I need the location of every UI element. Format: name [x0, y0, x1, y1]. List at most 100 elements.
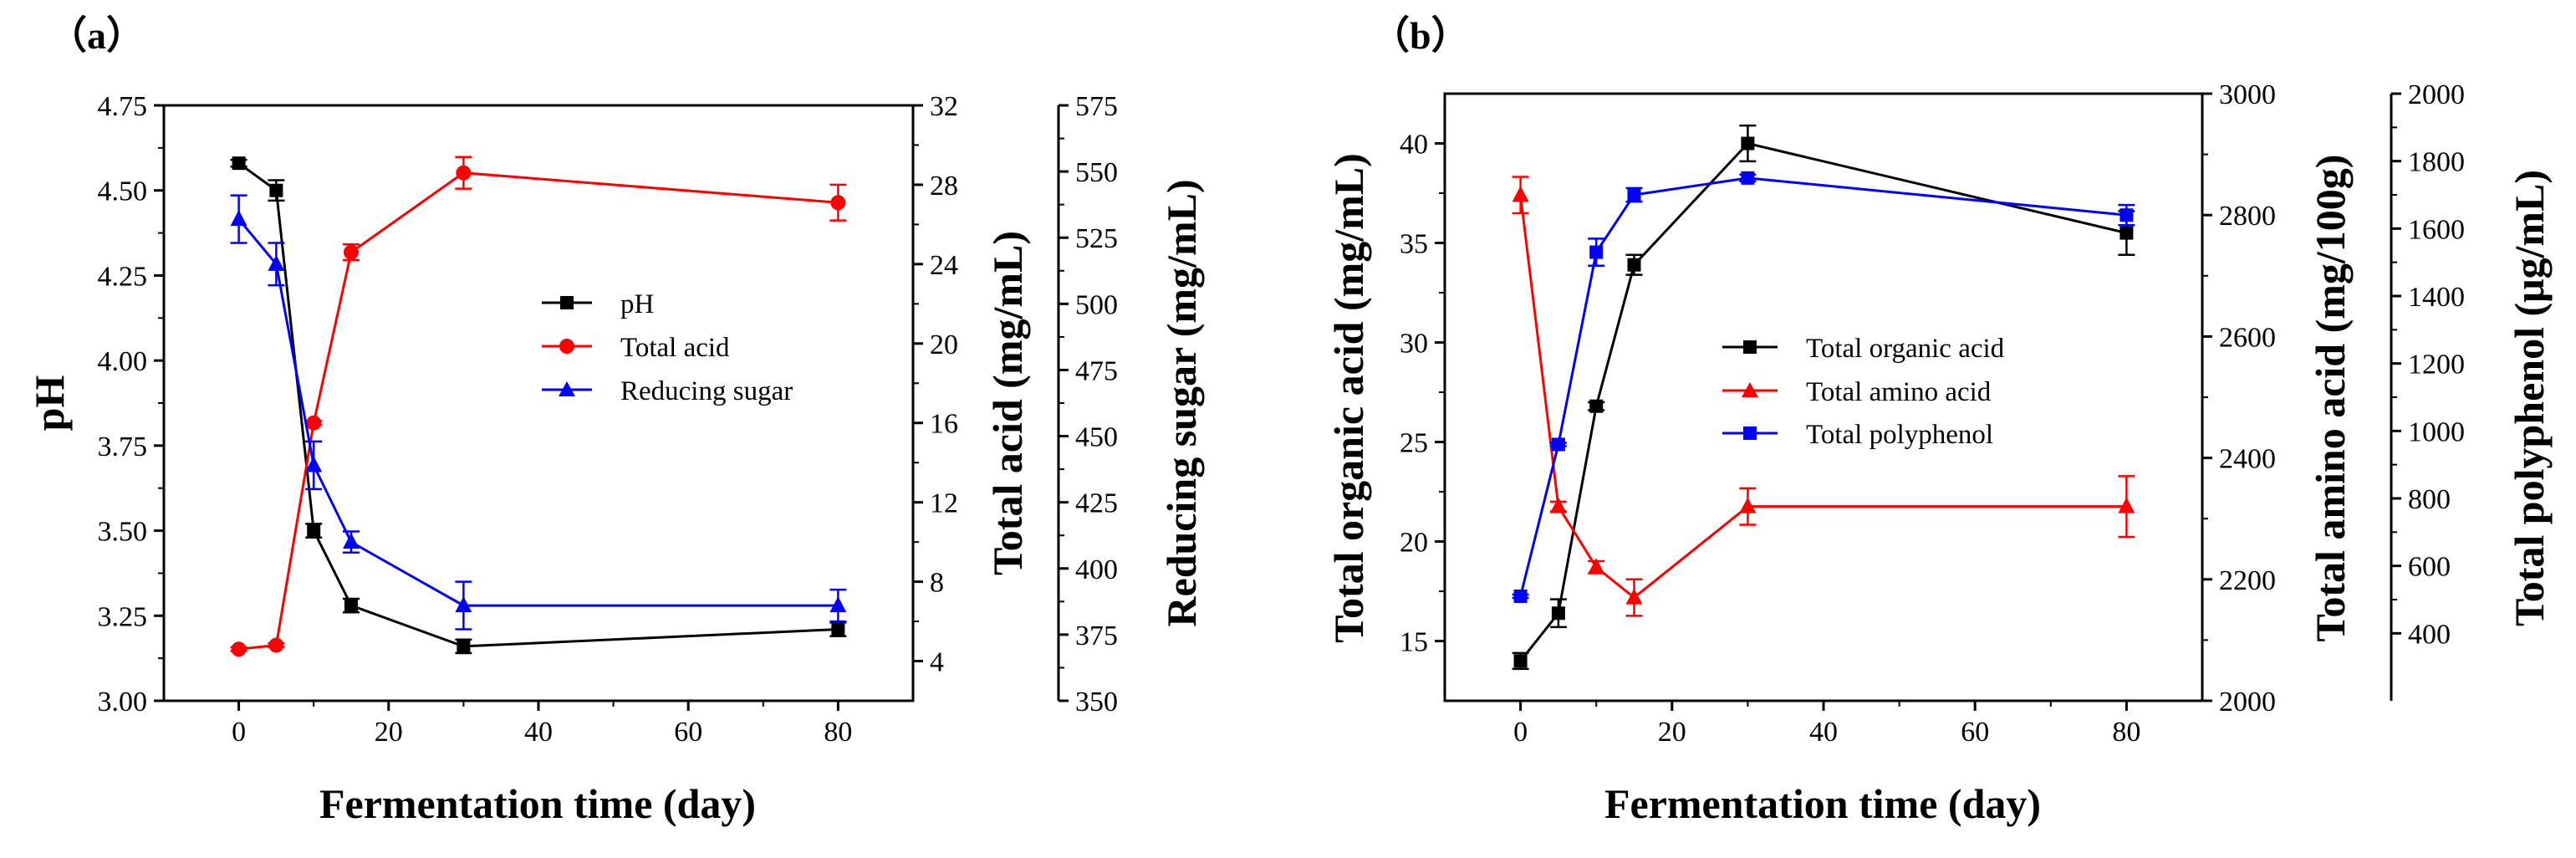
total-acid-point: [268, 637, 284, 653]
poly-tick-label: 1200: [2408, 350, 2465, 380]
amino-tick-label: 2200: [2219, 565, 2276, 596]
total-amino-acid-point: [1739, 497, 1757, 513]
total-organic-acid-point: [1513, 654, 1528, 668]
total-polyphenol-point: [1513, 589, 1528, 603]
amino-tick-label: 2800: [2219, 201, 2276, 232]
total-organic-acid-point: [1589, 399, 1604, 413]
organic-tick-label: 30: [1400, 329, 1428, 360]
total-amino-acid-point: [1588, 558, 1605, 575]
panel-a: （a） 0 20 40 60 80 3.00 3.25 3.50 3.75 4.00 4.25 4.5…: [26, 14, 1205, 827]
total-organic-acid-series: [1512, 124, 2135, 671]
legend-ph-marker: [560, 296, 574, 309]
panel-a-ph-axis-title: pH: [26, 375, 73, 432]
sugar-tick-label: 425: [1075, 488, 1118, 519]
total-organic-acid-point: [1551, 606, 1565, 621]
total-amino-acid-series: [1512, 176, 2135, 617]
total-amino-acid-point: [1549, 497, 1567, 513]
ph-tick-label: 3.00: [98, 687, 148, 718]
total-amino-acid-point: [1512, 186, 1529, 202]
total-polyphenol-point: [1741, 171, 1755, 185]
ph-tick-label: 4.25: [98, 261, 148, 292]
ph-tick-label: 4.00: [98, 346, 148, 377]
organic-tick-label: 40: [1400, 130, 1428, 161]
poly-tick-label: 2000: [2408, 79, 2465, 110]
reducing-sugar-series: [230, 194, 847, 631]
amino-tick-label: 2000: [2219, 687, 2276, 718]
amino-tick-label: 2400: [2219, 444, 2276, 475]
panel-a-reducing-sugar-axis-title: Reducing sugar (mg/mL): [1158, 179, 1205, 626]
total-polyphenol-line: [1519, 176, 2127, 597]
panel-a-ticks: [154, 104, 1069, 711]
panel-b-organic-acid-axis-title: Total organic acid (mg/mL): [1325, 153, 1372, 643]
poly-tick-label: 1000: [2408, 416, 2465, 447]
legend-total-acid-marker: [559, 339, 574, 354]
acid-tick-label: 32: [930, 91, 958, 122]
panel-a-tick-labels: 0 20 40 60 80 3.00 3.25 3.50 3.75 4.00 4.25 4.50 4.7…: [98, 91, 1119, 748]
amino-tick-label: 3000: [2219, 79, 2276, 110]
sugar-tick-label: 475: [1075, 355, 1118, 386]
reducing-sugar-point: [268, 254, 285, 271]
legend-total-acid-label: Total acid: [620, 333, 730, 363]
ph-tick-label: 3.50: [98, 517, 148, 548]
sugar-tick-label: 500: [1075, 289, 1118, 320]
x-tick-label: 80: [2112, 717, 2140, 748]
total-acid-point: [344, 244, 359, 260]
x-tick-label: 40: [524, 717, 553, 748]
sugar-tick-label: 375: [1075, 621, 1118, 651]
x-tick-label: 60: [674, 717, 702, 748]
reducing-sugar-point: [455, 596, 472, 613]
total-acid-point: [456, 165, 472, 181]
legend-polyphenol-marker: [1743, 426, 1757, 440]
acid-tick-label: 8: [930, 568, 944, 599]
total-organic-acid-point: [1627, 258, 1641, 272]
sugar-tick-label: 450: [1075, 422, 1118, 453]
amino-tick-label: 2600: [2219, 322, 2276, 353]
panel-b-series: [1512, 124, 2135, 671]
ph-tick-label: 3.25: [98, 601, 148, 632]
acid-tick-label: 16: [930, 409, 958, 440]
legend-organic-acid-marker: [1743, 340, 1757, 354]
legend-amino-acid-label: Total amino acid: [1806, 377, 1992, 407]
legend-polyphenol-label: Total polyphenol: [1806, 420, 1993, 450]
total-organic-acid-point: [2119, 226, 2134, 240]
total-polyphenol-point: [1589, 245, 1604, 259]
poly-tick-label: 1400: [2408, 282, 2465, 313]
panel-a-total-acid-axis-title: Total acid (mg/mL): [984, 231, 1031, 575]
total-polyphenol-series: [1512, 171, 2135, 603]
sugar-tick-label: 575: [1075, 91, 1118, 122]
reducing-sugar-point: [829, 596, 847, 613]
reducing-sugar-point: [305, 456, 323, 472]
panel-b: （b） 0 20 40 60 80 15 20 25 30 35 40 2000 2200 2400 260…: [1325, 14, 2553, 827]
x-tick-label: 20: [1658, 717, 1686, 748]
organic-tick-label: 15: [1400, 627, 1428, 658]
legend-ph-label: pH: [620, 289, 654, 319]
x-tick-label: 80: [824, 717, 852, 748]
total-acid-point: [231, 641, 247, 657]
poly-tick-label: 400: [2408, 619, 2451, 650]
sugar-tick-label: 525: [1075, 223, 1118, 254]
legend-reducing-sugar-label: Reducing sugar: [620, 376, 793, 406]
total-organic-acid-line: [1519, 141, 2127, 662]
organic-tick-label: 20: [1400, 528, 1428, 559]
acid-tick-label: 4: [930, 647, 944, 678]
legend-organic-acid-label: Total organic acid: [1806, 334, 2005, 364]
organic-tick-label: 35: [1400, 229, 1428, 260]
x-tick-label: 40: [1809, 717, 1838, 748]
ph-series: [230, 156, 847, 655]
ph-point: [344, 599, 358, 613]
organic-tick-label: 25: [1400, 428, 1428, 459]
ph-tick-label: 4.50: [98, 176, 148, 207]
panel-a-x-axis-title: Fermentation time (day): [319, 780, 756, 827]
total-amino-acid-point: [1625, 588, 1643, 605]
x-tick-label: 20: [375, 717, 403, 748]
total-acid-point: [306, 415, 322, 431]
sugar-tick-label: 550: [1075, 157, 1118, 188]
panel-b-polyphenol-axis-title: Total polyphenol (μg/mL): [2506, 170, 2553, 626]
ph-point: [831, 622, 845, 636]
poly-tick-label: 1800: [2408, 147, 2465, 178]
panel-a-legend: pH Total acid Reducing sugar: [542, 289, 793, 406]
panel-b-tick-labels: 0 20 40 60 80 15 20 25 30 35 40 2000 2200 2400 2600 280…: [1400, 79, 2465, 748]
poly-tick-label: 600: [2408, 552, 2451, 583]
ph-point: [232, 156, 246, 171]
